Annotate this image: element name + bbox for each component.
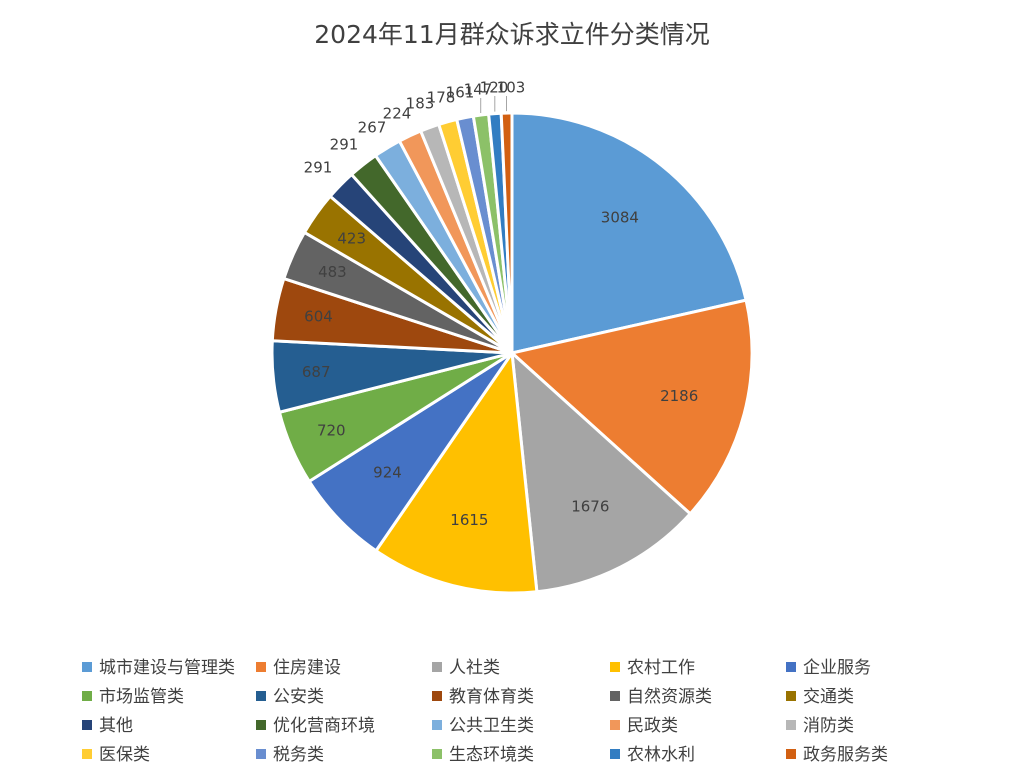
legend-label: 医保类 [99, 745, 150, 765]
legend-item: 城市建设与管理类 [82, 658, 235, 678]
pie-slice [373, 348, 539, 595]
slice-data-label: 687 [302, 363, 331, 381]
legend-swatch [82, 691, 92, 701]
legend-label: 民政类 [627, 716, 678, 736]
legend-swatch [610, 720, 620, 730]
legend-label: 税务类 [273, 745, 324, 765]
chart-title: 2024年11月群众诉求立件分类情况 [314, 20, 709, 49]
legend-label: 人社类 [449, 658, 500, 678]
legend-swatch [82, 749, 92, 759]
legend-label: 政务服务类 [803, 745, 888, 765]
legend-item: 市场监管类 [82, 687, 184, 707]
legend-swatch [256, 662, 266, 672]
legend-swatch [256, 691, 266, 701]
legend-swatch [786, 691, 796, 701]
slice-data-label: 2186 [660, 387, 698, 405]
legend-label: 自然资源类 [627, 687, 712, 707]
slice-data-label: 147 [464, 81, 493, 99]
legend-swatch [610, 749, 620, 759]
legend-swatch [256, 749, 266, 759]
legend-item: 其他 [82, 716, 133, 736]
legend-swatch [82, 720, 92, 730]
legend-item: 农村工作 [610, 658, 695, 678]
legend-swatch [82, 662, 92, 672]
legend-item: 民政类 [610, 716, 678, 736]
legend-item: 优化营商环境 [256, 716, 375, 736]
slice-data-label: 178 [427, 89, 456, 107]
legend-label: 优化营商环境 [273, 716, 375, 736]
slice-data-label: 3084 [601, 209, 639, 227]
legend-label: 农林水利 [627, 745, 695, 765]
legend-label: 住房建设 [273, 658, 341, 678]
pie-slice [508, 298, 754, 516]
pie-slice [510, 111, 748, 355]
slice-data-label: 1676 [571, 498, 609, 516]
slice-data-label: 924 [373, 463, 402, 481]
legend-label: 城市建设与管理类 [99, 658, 235, 678]
legend-swatch [256, 720, 266, 730]
legend-item: 企业服务 [786, 658, 871, 678]
legend-swatch [432, 749, 442, 759]
legend-item: 税务类 [256, 745, 324, 765]
legend-item: 住房建设 [256, 658, 341, 678]
legend-swatch [432, 662, 442, 672]
slice-data-label: 291 [304, 159, 333, 177]
data-labels: 3084 2186 1676 1615 924 720 687 604 483 423 291 291… [302, 79, 698, 530]
legend-swatch [786, 720, 796, 730]
legend-item: 农林水利 [610, 745, 695, 765]
legend-label: 公安类 [273, 687, 324, 707]
legend-item: 教育体育类 [432, 687, 534, 707]
legend-item: 交通类 [786, 687, 854, 707]
legend-item: 生态环境类 [432, 745, 534, 765]
legend-label: 其他 [99, 716, 133, 736]
legend-label: 生态环境类 [449, 745, 534, 765]
pie-slice [499, 111, 514, 354]
slice-data-label: 604 [304, 308, 333, 326]
legend-swatch [432, 691, 442, 701]
legend-label: 消防类 [803, 716, 854, 736]
slice-data-label: 120 [480, 79, 509, 97]
slice-data-label: 183 [406, 95, 435, 113]
legend-label: 教育体育类 [449, 687, 534, 707]
legend-swatch [610, 691, 620, 701]
legend-label: 市场监管类 [99, 687, 184, 707]
pie-slice [510, 349, 693, 594]
slice-data-label: 1615 [450, 511, 488, 529]
slice-data-label: 161 [446, 84, 475, 102]
legend-item: 公共卫生类 [432, 716, 534, 736]
legend-label: 企业服务 [803, 658, 871, 678]
legend-item: 医保类 [82, 745, 150, 765]
legend-swatch [786, 749, 796, 759]
slice-data-label: 224 [383, 105, 412, 123]
legend-item: 公安类 [256, 687, 324, 707]
slice-data-label: 423 [337, 229, 366, 247]
pie-slices [270, 111, 754, 595]
legend-item: 政务服务类 [786, 745, 888, 765]
legend-swatch [786, 662, 796, 672]
legend-label: 农村工作 [627, 658, 695, 678]
legend-swatch [610, 662, 620, 672]
legend-label: 公共卫生类 [449, 716, 534, 736]
legend-label: 交通类 [803, 687, 854, 707]
legend-swatch [432, 720, 442, 730]
slice-data-label: 291 [330, 136, 359, 154]
slice-data-label: 483 [318, 263, 347, 281]
slice-data-label: 103 [497, 79, 526, 97]
slice-data-label: 267 [358, 119, 387, 137]
legend-item: 自然资源类 [610, 687, 712, 707]
legend-item: 人社类 [432, 658, 500, 678]
slice-data-label: 720 [317, 421, 346, 439]
label-leader-lines [480, 96, 507, 113]
legend-item: 消防类 [786, 716, 854, 736]
